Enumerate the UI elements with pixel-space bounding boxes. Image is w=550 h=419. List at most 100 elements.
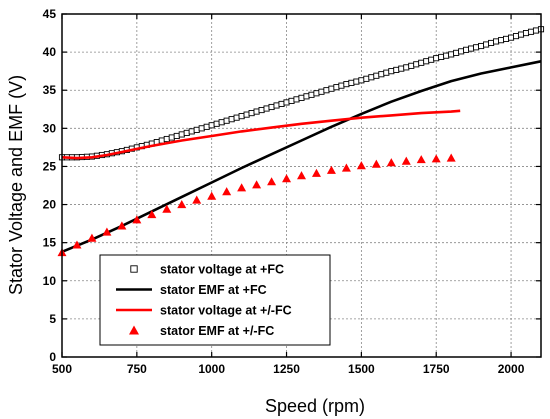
x-axis-label: Speed (rpm): [265, 396, 365, 416]
data-point: [532, 27, 540, 34]
series-line: [61, 109, 461, 160]
data-point: [147, 209, 157, 219]
y-tick-label: 35: [43, 83, 57, 97]
data-point: [193, 126, 200, 133]
data-point: [162, 204, 172, 213]
data-point: [373, 72, 380, 79]
data-point: [87, 233, 97, 242]
data-point: [263, 105, 270, 112]
data-point: [423, 58, 430, 65]
data-point: [513, 33, 520, 40]
data-point: [498, 37, 505, 44]
data-point: [338, 82, 345, 89]
data-point: [522, 30, 530, 37]
data-point: [248, 110, 255, 117]
data-point: [258, 106, 265, 114]
data-point: [102, 227, 112, 236]
data-point: [173, 132, 180, 140]
data-point: [453, 49, 460, 56]
data-point: [253, 108, 260, 115]
data-point: [177, 200, 187, 209]
data-point: [183, 129, 190, 136]
data-point: [408, 62, 415, 69]
data-point: [303, 93, 310, 100]
legend-swatch-marker: [130, 265, 138, 273]
data-point: [168, 134, 175, 141]
data-point: [237, 183, 247, 192]
tick-labels: 500 750 1000 1250 1500 1750 2000 0 5 10 15 20 25 30 35…: [43, 7, 525, 376]
data-point: [243, 111, 250, 118]
data-point: [343, 81, 350, 88]
axis-ticks: [61, 13, 541, 358]
x-tick-label: 500: [52, 362, 72, 376]
data-point: [282, 174, 292, 183]
data-point: [488, 39, 495, 47]
data-point: [268, 103, 275, 111]
data-point: [356, 161, 366, 170]
data-point: [228, 116, 235, 123]
data-point: [401, 156, 411, 165]
data-point: [188, 128, 195, 135]
data-point: [341, 163, 351, 172]
legend: stator voltage at +FC stator EMF at +FC st…: [99, 254, 331, 346]
data-point: [323, 87, 330, 94]
data-point: [483, 41, 490, 48]
legend-label: stator voltage at +/-FC: [160, 304, 292, 318]
data-point: [383, 69, 390, 76]
series-3: [61, 109, 461, 160]
data-point: [208, 122, 215, 129]
data-point: [192, 195, 202, 204]
data-point: [207, 191, 217, 200]
data-point: [393, 66, 400, 73]
x-tick-label: 2000: [498, 362, 525, 376]
data-point: [413, 61, 420, 68]
data-point: [288, 97, 295, 104]
x-tick-label: 750: [127, 362, 147, 376]
data-point: [468, 45, 475, 52]
data-point: [527, 28, 535, 35]
legend-swatch-marker: [129, 325, 139, 335]
plot-frame: [61, 13, 542, 358]
x-tick-label: 1250: [273, 362, 300, 376]
data-point: [368, 74, 375, 81]
data-point: [117, 221, 127, 230]
data-point: [178, 131, 185, 138]
data-point: [222, 187, 232, 196]
data-point: [363, 75, 370, 82]
data-point: [493, 38, 500, 45]
x-tick-label: 1750: [423, 362, 450, 376]
data-point: [308, 91, 315, 98]
series-layer: [57, 26, 545, 257]
data-point: [438, 53, 445, 60]
y-axis-label: Stator Voltage and EMF (V): [6, 75, 26, 295]
data-point: [293, 96, 300, 103]
y-tick-label: 30: [43, 121, 57, 135]
legend-label: stator voltage at +FC: [160, 263, 284, 277]
data-point: [458, 48, 465, 55]
data-point: [446, 153, 456, 162]
data-point: [311, 168, 321, 177]
data-point: [238, 113, 245, 120]
y-tick-label: 10: [43, 274, 57, 288]
data-point: [333, 84, 340, 91]
data-point: [378, 71, 385, 78]
y-tick-label: 0: [49, 350, 56, 364]
data-point: [278, 100, 285, 107]
data-point: [403, 64, 410, 71]
data-point: [388, 68, 395, 75]
x-tick-label: 1000: [198, 362, 225, 376]
data-point: [473, 44, 480, 51]
data-point: [418, 59, 425, 66]
data-point: [198, 125, 205, 132]
data-point: [348, 79, 355, 86]
series-line: [61, 60, 542, 254]
data-point: [72, 240, 82, 249]
data-point: [328, 85, 335, 92]
data-point: [297, 171, 306, 180]
data-point: [508, 34, 515, 41]
y-tick-label: 40: [43, 45, 57, 59]
legend-label: stator EMF at +/-FC: [160, 324, 274, 338]
data-point: [448, 51, 455, 58]
data-point: [313, 90, 320, 97]
